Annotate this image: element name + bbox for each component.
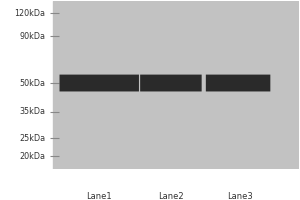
- Text: Lane2: Lane2: [158, 192, 184, 200]
- FancyBboxPatch shape: [59, 75, 139, 91]
- FancyBboxPatch shape: [206, 75, 270, 91]
- Text: 50kDa: 50kDa: [20, 79, 46, 88]
- Text: Lane3: Lane3: [227, 192, 253, 200]
- Text: 90kDa: 90kDa: [20, 32, 46, 41]
- Text: Lane1: Lane1: [86, 192, 112, 200]
- Text: 20kDa: 20kDa: [20, 152, 46, 161]
- FancyBboxPatch shape: [140, 75, 202, 91]
- Text: 120kDa: 120kDa: [14, 9, 46, 18]
- Text: 25kDa: 25kDa: [20, 134, 46, 143]
- Bar: [53, 1, 299, 169]
- Text: 35kDa: 35kDa: [20, 107, 46, 116]
